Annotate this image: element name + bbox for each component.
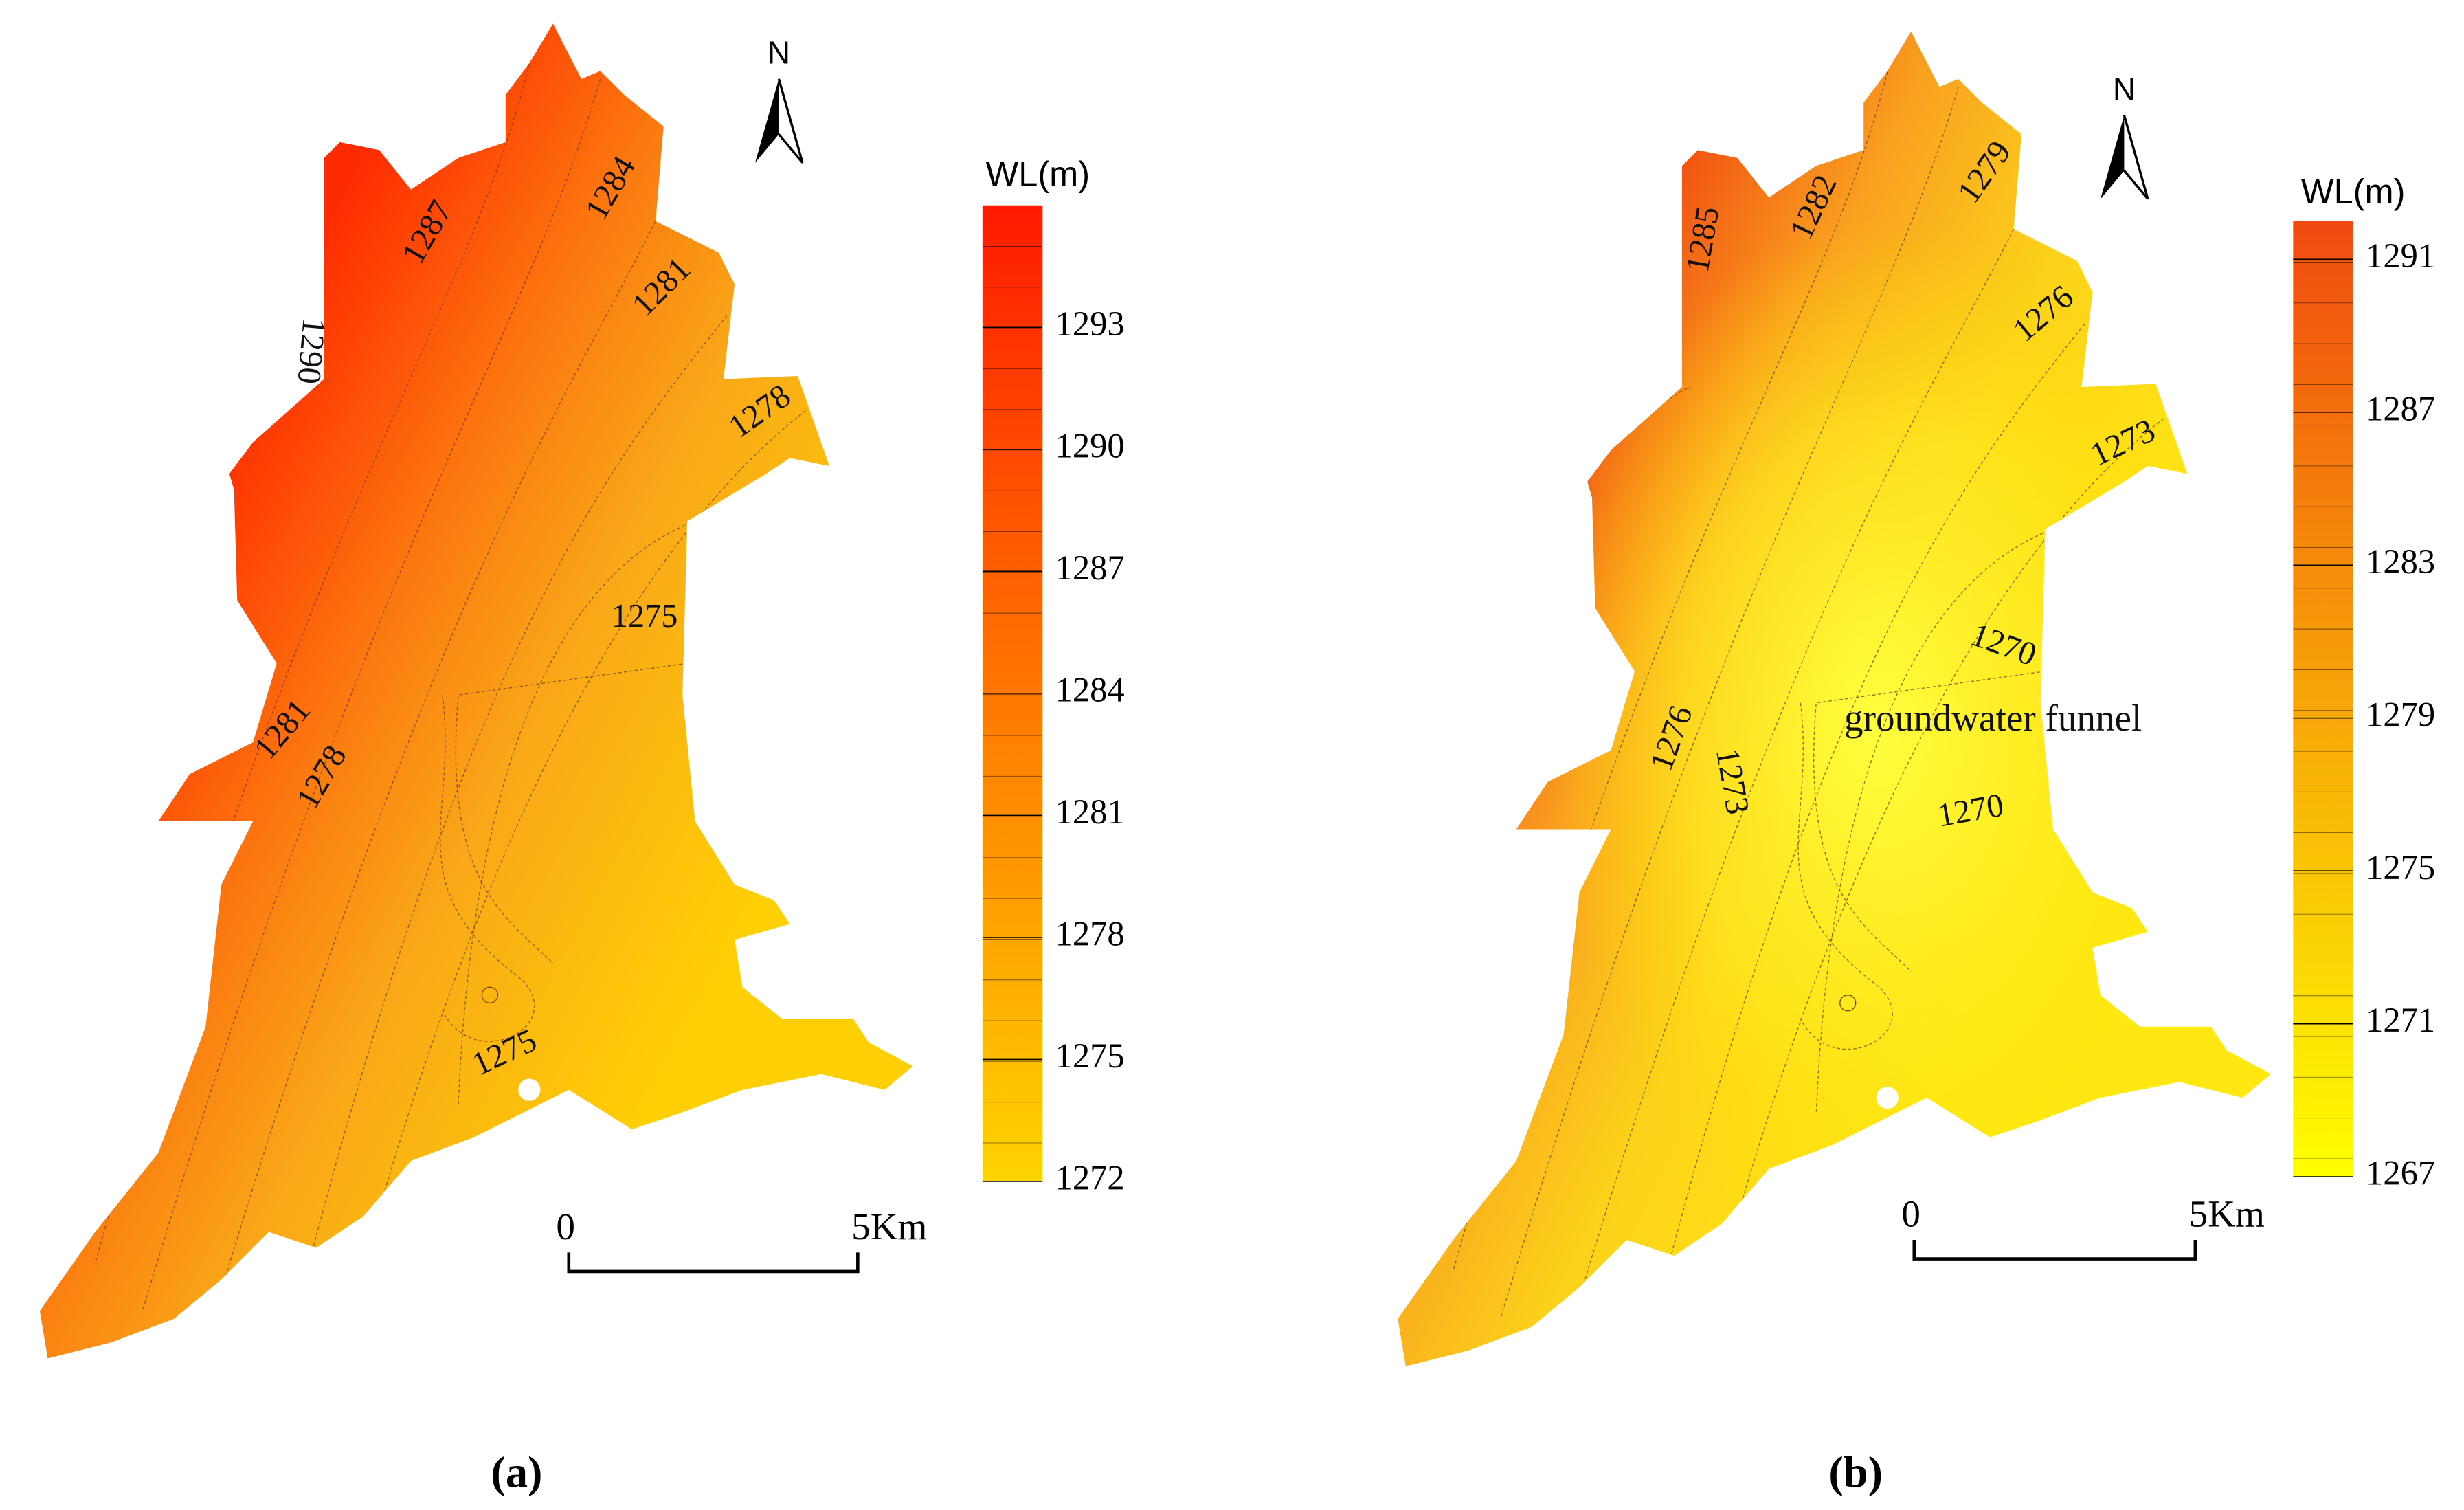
hole <box>518 1078 541 1101</box>
hole <box>1876 1087 1899 1109</box>
panel-label: (a) <box>491 1448 542 1497</box>
scale-label: 5Km <box>2189 1193 2265 1235</box>
contour-line <box>94 31 538 1264</box>
north-arrow-outline <box>777 78 804 164</box>
legend-tick-label: 1279 <box>2366 695 2435 733</box>
contour-line <box>1815 529 2054 1114</box>
legend-title: WL(m) <box>2301 172 2406 211</box>
legend-tick-label: 1272 <box>1055 1159 1125 1197</box>
legend-tick-label: 1278 <box>1055 915 1125 953</box>
scale-bar <box>1912 1240 2197 1261</box>
legend-tick-label: 1293 <box>1055 304 1125 343</box>
legend-tick-label: 1275 <box>2366 848 2435 887</box>
legend-tick-label: 1275 <box>1055 1036 1125 1075</box>
funnel-overlay <box>1398 31 2272 1366</box>
contour-line <box>458 520 695 1106</box>
contour-line <box>1563 228 2015 1351</box>
map-area <box>39 23 913 1359</box>
legend-tick-label: 1291 <box>2366 236 2435 275</box>
legend-tick-label: 1267 <box>2366 1154 2435 1192</box>
contour-label: 1290 <box>290 316 332 386</box>
legend-tick-label: 1281 <box>1055 792 1125 831</box>
map <box>1398 31 2272 1366</box>
scale-bar <box>567 1252 860 1274</box>
scale-label: 0 <box>556 1206 575 1247</box>
scale-label: 0 <box>1901 1193 1920 1235</box>
legend-tick-label: 1287 <box>2366 389 2435 428</box>
contour-line <box>1642 323 2085 1366</box>
funnel-mark <box>1839 995 1857 1012</box>
legend-tick-label: 1287 <box>1055 548 1125 587</box>
contour-line <box>1813 671 2046 972</box>
map-panel: 1285 1282 1279127612731270127012761273grou… <box>1398 31 2435 1497</box>
north-arrow <box>2100 115 2125 199</box>
contour-line <box>1453 39 1896 1272</box>
contour-line <box>142 78 601 1311</box>
annotation: groundwater funnel <box>1844 697 2142 739</box>
contours <box>39 31 806 1359</box>
panel-label: (b) <box>1828 1448 1883 1497</box>
contour-line <box>1500 87 1959 1320</box>
legend-tick-label: 1290 <box>1055 426 1125 465</box>
legend-tick-label: 1283 <box>2366 542 2435 581</box>
contour-line <box>205 221 656 1343</box>
legend-title: WL(m) <box>986 155 1090 194</box>
map <box>39 23 913 1359</box>
contour-line <box>455 663 688 964</box>
contour-line <box>1797 702 1893 1050</box>
contour-line <box>440 695 535 1042</box>
north-arrow-outline <box>2123 115 2149 200</box>
north-label: N <box>768 35 790 71</box>
scale-label: 5Km <box>851 1206 927 1247</box>
north-arrow <box>754 78 779 163</box>
legend-bar <box>2293 221 2353 1177</box>
contour-label: 1275 <box>612 598 678 634</box>
contour-line <box>284 315 728 1359</box>
legend-tick-label: 1284 <box>1055 670 1125 709</box>
north-label: N <box>2113 71 2136 107</box>
funnel-mark <box>481 986 499 1003</box>
legend-tick-label: 1271 <box>2366 1001 2435 1039</box>
